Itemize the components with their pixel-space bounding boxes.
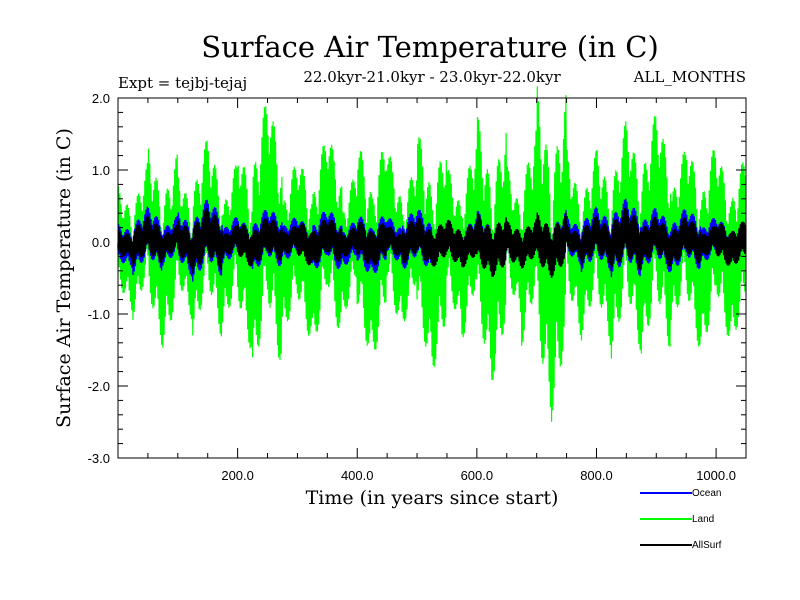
x-tick-label: 800.0 <box>580 468 613 483</box>
legend: Ocean Land AllSurf <box>640 488 722 551</box>
series-line-allsurf <box>117 207 747 279</box>
y-tick-label: 0.0 <box>92 235 110 250</box>
plot-area: 200.0 400.0 600.0 800.0 1000.0 -3.0 -2.0 -1.0 0.… <box>88 86 747 483</box>
chart-title: Surface Air Temperature (in C) <box>201 30 659 64</box>
x-tick-label: 600.0 <box>461 468 494 483</box>
legend-label-land: Land <box>692 514 714 525</box>
y-tick-label: -1.0 <box>88 307 110 322</box>
ticks-layer: 200.0 400.0 600.0 800.0 1000.0 -3.0 -2.0 -1.0 0.… <box>88 91 746 483</box>
period-label: 22.0kyr-21.0kyr - 23.0kyr-22.0kyr <box>303 68 561 86</box>
y-axis-label: Surface Air Temperature (in C) <box>53 128 75 428</box>
expt-label: Expt = tejbj-tejaj <box>118 74 247 92</box>
y-tick-label: 2.0 <box>92 91 110 106</box>
x-tick-label: 200.0 <box>221 468 254 483</box>
x-axis-label: Time (in years since start) <box>306 487 559 509</box>
series-layer <box>117 86 747 422</box>
plot-frame <box>117 97 747 459</box>
y-tick-label: -3.0 <box>88 451 110 466</box>
x-tick-label: 1000.0 <box>696 468 736 483</box>
legend-label-ocean: Ocean <box>692 488 721 499</box>
x-tick-label: 400.0 <box>341 468 374 483</box>
y-tick-label: 1.0 <box>92 163 110 178</box>
season-label: ALL_MONTHS <box>633 68 746 86</box>
y-tick-label: -2.0 <box>88 379 110 394</box>
legend-label-allsurf: AllSurf <box>692 540 722 551</box>
